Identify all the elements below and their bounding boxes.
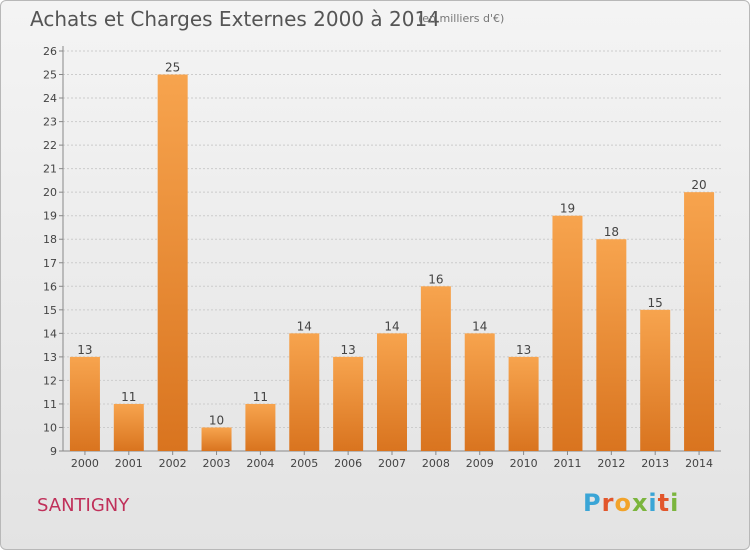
- commune-name: SANTIGNY: [37, 495, 130, 516]
- bar: [113, 403, 144, 451]
- y-tick-label: 17: [43, 257, 57, 270]
- data-label: 16: [428, 272, 443, 286]
- data-label: 13: [340, 343, 355, 357]
- bar: [684, 192, 715, 452]
- x-tick-label: 2000: [71, 457, 99, 470]
- logo-letter: P: [583, 489, 602, 517]
- y-tick-label: 13: [43, 351, 57, 364]
- bar: [333, 356, 364, 451]
- bar: [596, 239, 627, 451]
- data-label: 11: [121, 390, 136, 404]
- bar: [508, 356, 539, 451]
- y-tick-label: 18: [43, 233, 57, 246]
- data-label: 19: [560, 202, 575, 216]
- logo-letter: x: [631, 489, 649, 517]
- data-label: 14: [297, 319, 312, 333]
- logo-letter: r: [601, 489, 615, 517]
- logo-letter: t: [657, 489, 671, 517]
- bar: [245, 403, 276, 451]
- bar: [201, 427, 232, 451]
- bar: [289, 333, 320, 451]
- x-tick-label: 2008: [422, 457, 450, 470]
- y-tick-label: 15: [43, 304, 57, 317]
- y-tick-label: 21: [43, 163, 57, 176]
- x-tick-label: 2005: [290, 457, 318, 470]
- bar: [377, 333, 407, 451]
- x-tick-label: 2012: [597, 457, 625, 470]
- chart-title: Achats et Charges Externes 2000 à 2014: [30, 7, 440, 31]
- y-tick-label: 22: [43, 139, 57, 152]
- y-tick-label: 19: [43, 210, 57, 223]
- data-label: 11: [253, 390, 268, 404]
- bar: [640, 309, 671, 451]
- x-tick-label: 2014: [685, 457, 713, 470]
- y-tick-label: 11: [43, 398, 57, 411]
- bar: [552, 215, 583, 451]
- logo-letter: i: [670, 489, 680, 517]
- x-tick-label: 2003: [203, 457, 231, 470]
- y-tick-label: 12: [43, 374, 57, 387]
- x-tick-label: 2013: [641, 457, 669, 470]
- logo-letter: i: [648, 489, 658, 517]
- logo-letter: o: [614, 489, 632, 517]
- x-tick-label: 2010: [510, 457, 538, 470]
- bar: [157, 74, 188, 451]
- data-label: 25: [165, 61, 180, 75]
- bar: [464, 333, 495, 451]
- bar: [69, 356, 100, 451]
- y-tick-label: 16: [43, 280, 57, 293]
- y-tick-label: 24: [43, 92, 57, 105]
- y-tick-label: 9: [50, 445, 57, 458]
- x-tick-label: 2009: [466, 457, 494, 470]
- data-label: 14: [384, 319, 399, 333]
- y-tick-label: 14: [43, 327, 57, 340]
- x-tick-label: 2011: [553, 457, 581, 470]
- chart-subtitle: (en milliers d'€): [418, 12, 505, 25]
- data-label: 20: [691, 178, 706, 192]
- y-tick-label: 20: [43, 186, 57, 199]
- data-label: 10: [209, 413, 224, 427]
- y-tick-label: 23: [43, 116, 57, 129]
- x-tick-label: 2007: [378, 457, 406, 470]
- x-tick-label: 2004: [246, 457, 274, 470]
- x-tick-label: 2002: [159, 457, 187, 470]
- y-tick-label: 25: [43, 69, 57, 82]
- data-label: 13: [77, 343, 92, 357]
- y-tick-label: 26: [43, 45, 57, 58]
- y-tick-label: 10: [43, 421, 57, 434]
- data-label: 18: [604, 225, 619, 239]
- x-tick-label: 2006: [334, 457, 362, 470]
- proxiti-logo: Proxiti: [583, 489, 679, 517]
- data-label: 13: [516, 343, 531, 357]
- bar: [420, 286, 451, 451]
- data-label: 15: [648, 296, 663, 310]
- data-label: 14: [472, 319, 487, 333]
- x-tick-label: 2001: [115, 457, 143, 470]
